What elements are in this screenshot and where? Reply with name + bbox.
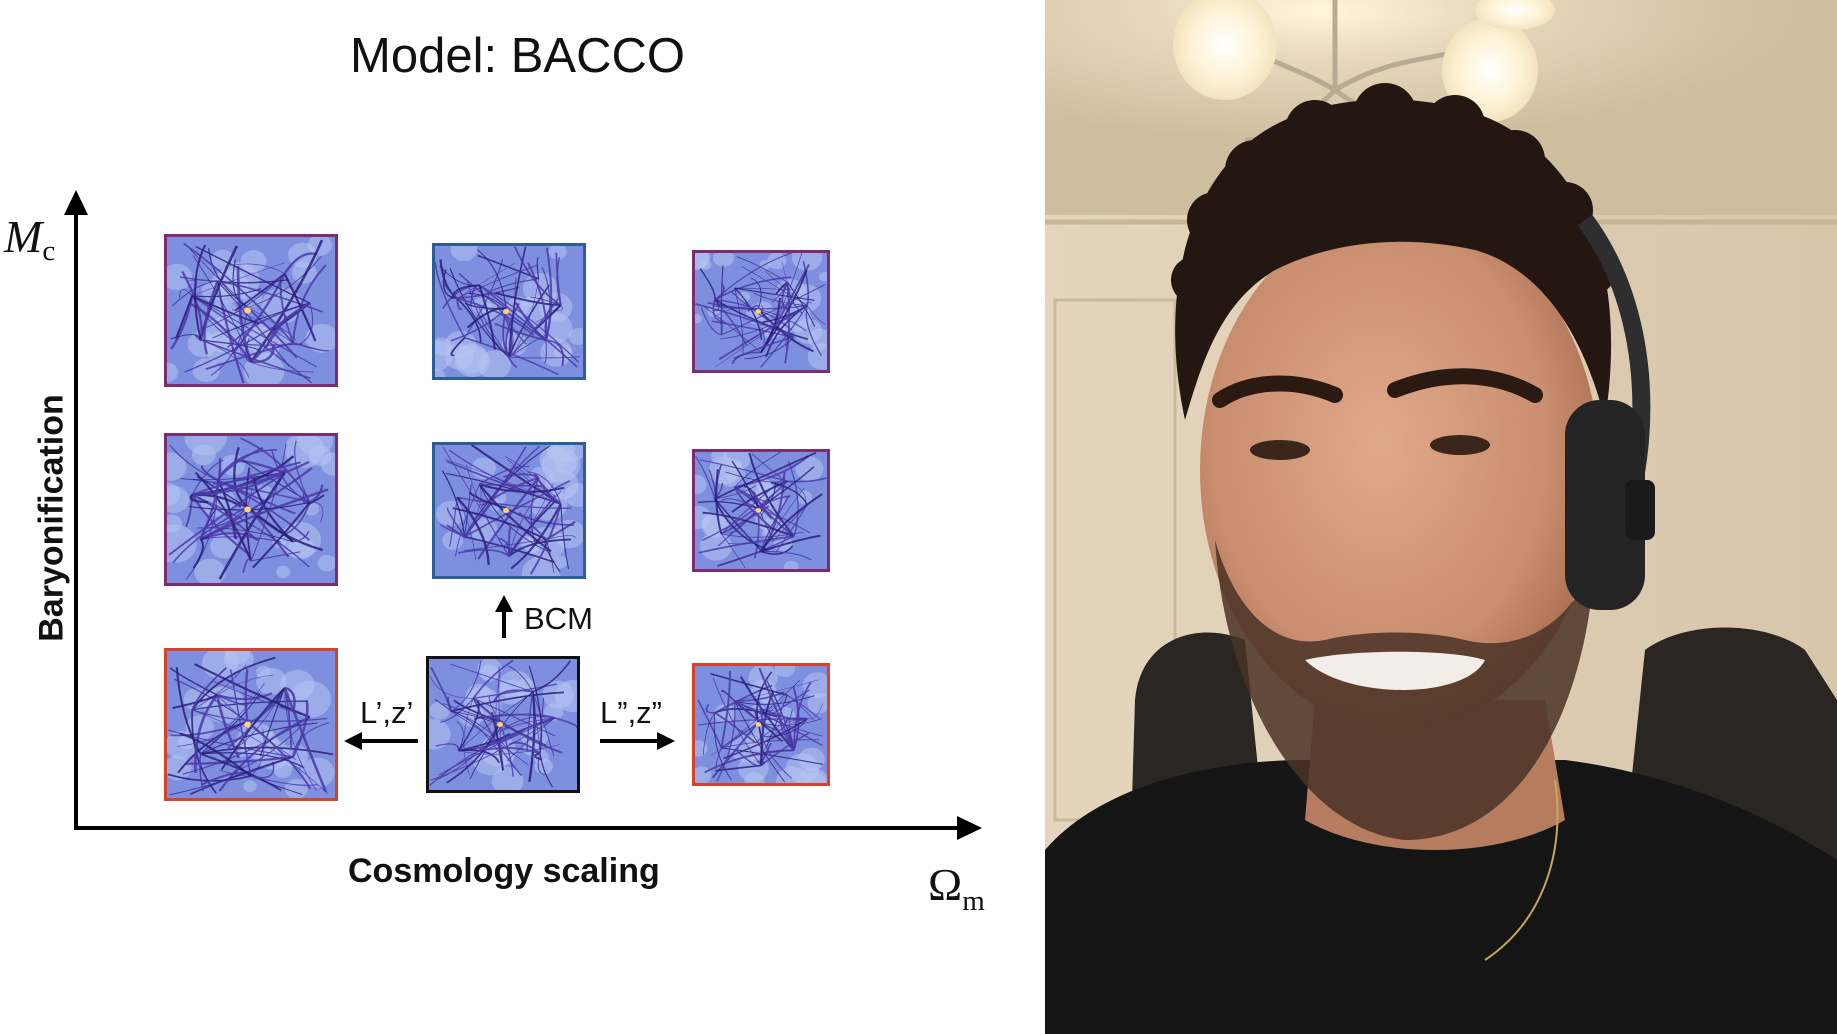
cosmic-web-texture bbox=[435, 445, 583, 576]
lamp-bulb bbox=[1173, 0, 1277, 100]
x-axis-arrowhead bbox=[957, 816, 982, 840]
cosmic-web-texture bbox=[435, 246, 583, 377]
lamp-bulb bbox=[1475, 0, 1555, 30]
right-arrow-label: L”,z” bbox=[600, 695, 662, 730]
cosmic-web-texture bbox=[167, 651, 335, 798]
bcm-label: BCM bbox=[524, 601, 593, 636]
cosmic-web-texture bbox=[429, 659, 577, 790]
left-arrowhead bbox=[344, 732, 362, 750]
lamp-bulb bbox=[1442, 18, 1538, 122]
panel-middle-right bbox=[692, 449, 830, 572]
headphone-earcup bbox=[1565, 400, 1645, 610]
right-eye bbox=[1430, 435, 1490, 455]
left-eye bbox=[1250, 440, 1310, 460]
left-arrow-label: L’,z’ bbox=[360, 695, 414, 730]
bcm-arrowhead bbox=[495, 595, 513, 612]
cosmic-web-texture bbox=[167, 436, 335, 583]
panel-top-right bbox=[692, 250, 830, 373]
right-arrowhead bbox=[657, 732, 675, 750]
panel-bottom-center bbox=[426, 656, 580, 793]
necklace bbox=[1484, 779, 1559, 961]
right-brow bbox=[1387, 368, 1543, 403]
speaker-video-frame bbox=[1045, 0, 1837, 1034]
axes bbox=[64, 190, 982, 840]
panel-bottom-left bbox=[164, 648, 338, 801]
speaker-video bbox=[1045, 0, 1837, 1034]
teeth bbox=[1305, 651, 1485, 690]
cosmic-web-texture bbox=[167, 237, 335, 384]
panel-top-left bbox=[164, 234, 338, 387]
x-axis-title: Cosmology scaling bbox=[348, 852, 660, 890]
y-axis-symbol: Mc bbox=[4, 211, 56, 267]
cosmic-web-texture bbox=[695, 253, 827, 370]
beard bbox=[1215, 540, 1595, 840]
presentation-slide: Model: BACCO Mc Baryonification Cosmolog… bbox=[0, 0, 1045, 1034]
curls bbox=[1171, 83, 1616, 304]
panel-top-center bbox=[432, 243, 586, 380]
panel-bottom-right bbox=[692, 663, 830, 786]
left-brow bbox=[1212, 375, 1343, 408]
y-axis-arrowhead bbox=[64, 190, 88, 215]
slide-title: Model: BACCO bbox=[350, 29, 685, 83]
shirt bbox=[1045, 760, 1837, 1034]
x-axis-symbol: Ωm bbox=[928, 859, 985, 917]
cosmic-web-texture bbox=[695, 452, 827, 569]
cosmic-web-texture bbox=[695, 666, 827, 783]
face bbox=[1200, 210, 1600, 730]
y-axis-title: Baryonification bbox=[32, 394, 71, 642]
panel-middle-center bbox=[432, 442, 586, 579]
panel-middle-left bbox=[164, 433, 338, 586]
